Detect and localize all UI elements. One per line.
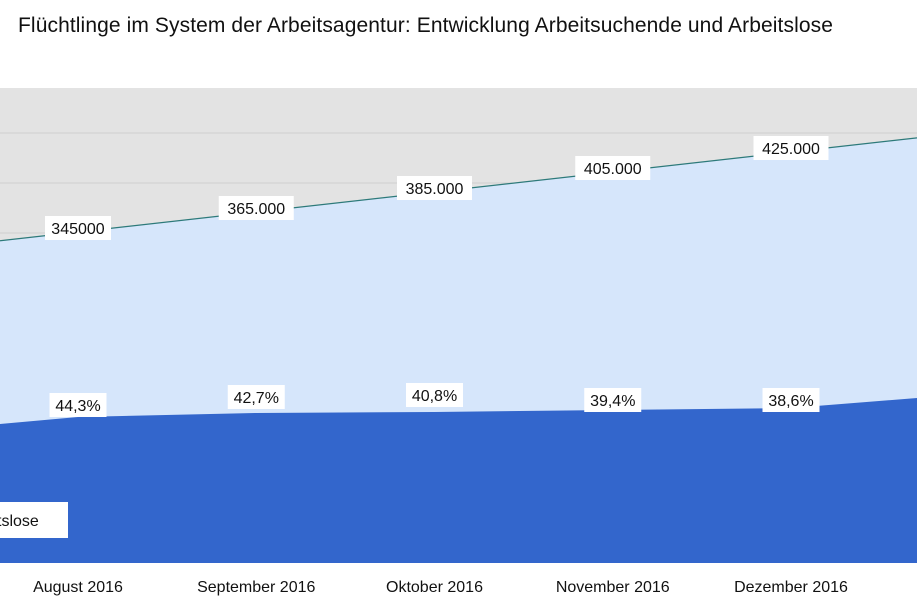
data-label-arbeitslose: 44,3% [49, 393, 107, 417]
legend-box [0, 502, 68, 538]
data-label-box [762, 388, 820, 412]
area-series-arbeitslose [0, 398, 917, 563]
x-tick-label: Oktober 2016 [386, 579, 483, 596]
data-label-arbeitslose: 42,7% [227, 385, 285, 409]
x-tick-label: Dezember 2016 [734, 579, 848, 596]
data-label-text: 345000 [51, 221, 104, 238]
data-label-arbeitsuchende: 385.000 [397, 176, 472, 200]
data-label-text: 385.000 [406, 181, 464, 198]
x-tick-label: August 2016 [33, 579, 123, 596]
data-label-arbeitsuchende: 425.000 [753, 136, 829, 160]
legend-entry: tslose [0, 513, 39, 530]
data-label-box [397, 176, 472, 200]
data-label-text: 405.000 [584, 161, 642, 178]
x-tick-label: September 2016 [197, 579, 315, 596]
data-label-text: 40,8% [412, 388, 457, 405]
data-label-box [584, 388, 642, 412]
data-label-arbeitslose: 38,6% [762, 388, 820, 412]
data-label-arbeitsuchende: 405.000 [575, 156, 651, 180]
data-label-box [575, 156, 651, 180]
data-label-text: 38,6% [768, 393, 813, 410]
data-label-box [406, 383, 463, 407]
data-label-arbeitslose: 39,4% [584, 388, 642, 412]
data-label-text: 42,7% [234, 390, 279, 407]
data-label-box [753, 136, 829, 160]
data-label-box [218, 196, 294, 220]
chart-title: Flüchtlinge im System der Arbeitsagentur… [18, 14, 834, 37]
data-label-box [227, 385, 285, 409]
legend: tslose [0, 502, 68, 538]
data-label-arbeitslose: 40,8% [406, 383, 463, 407]
data-label-text: 365.000 [227, 201, 285, 218]
data-label-arbeitsuchende: 345000 [45, 216, 111, 240]
data-label-arbeitsuchende: 365.000 [218, 196, 294, 220]
x-tick-label: November 2016 [556, 579, 670, 596]
data-label-box [49, 393, 107, 417]
data-label-text: 425.000 [762, 141, 820, 158]
data-label-box [45, 216, 111, 240]
x-axis-band [0, 563, 917, 611]
data-label-text: 44,3% [55, 398, 100, 415]
data-label-text: 39,4% [590, 393, 635, 410]
